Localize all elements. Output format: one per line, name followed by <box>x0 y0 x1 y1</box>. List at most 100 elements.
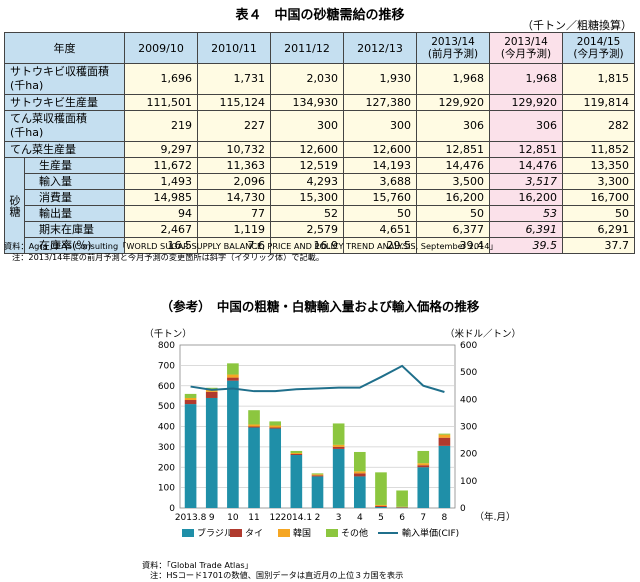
bar-1 <box>205 391 218 398</box>
table-cell: 50 <box>416 205 490 222</box>
x-tick-label: 2 <box>315 513 321 523</box>
y-left-axis-label: （千トン） <box>144 328 192 340</box>
table-cell: 9,297 <box>124 141 198 158</box>
bar-3 <box>353 451 366 472</box>
y-right-tick-label: 100 <box>460 477 477 487</box>
y-left-tick-label: 0 <box>169 504 175 514</box>
table-row: 輸入量 1,493 2,096 4,293 3,688 3,500 3,517 3,300 <box>5 173 635 190</box>
x-tick-label: 5 <box>378 513 384 523</box>
bar-2 <box>248 424 260 427</box>
bar-3 <box>417 450 430 464</box>
bar-2 <box>227 374 239 378</box>
row-label: 期末在庫量 <box>24 221 125 238</box>
bar-1 <box>332 446 345 449</box>
table-cell: 2,030 <box>270 63 344 95</box>
x-tick-label: 10 <box>227 513 239 523</box>
y-left-tick-label: 200 <box>158 463 175 473</box>
y-left-tick-label: 400 <box>158 423 175 433</box>
bar-0 <box>269 428 282 508</box>
table-cell: 12,851 <box>489 141 563 158</box>
y-left-tick-label: 800 <box>158 341 175 351</box>
legend-label: 輸入単価(CIF) <box>402 527 459 539</box>
table-cell: 29.5 <box>343 237 417 254</box>
table-cell: 300 <box>270 110 344 142</box>
bar-3 <box>269 421 282 426</box>
y-right-tick-label: 0 <box>460 504 466 514</box>
legend-label: その他 <box>341 527 368 539</box>
table-row: サトウキビ生産量 111,501 115,124 134,930 127,380 129,… <box>4 94 635 111</box>
bar-1 <box>311 475 324 477</box>
table-cell: 129,920 <box>416 94 490 111</box>
bar-3 <box>375 472 387 505</box>
table-cell: 1,119 <box>197 221 271 238</box>
table-cell: 282 <box>562 110 635 142</box>
bar-0 <box>396 507 408 509</box>
bar-0 <box>417 467 430 508</box>
bar-2 <box>184 397 197 401</box>
table-note: 注：2013/14年度の前月予測と今月予測の変更箇所は斜字（イタリック体）で記載… <box>12 252 325 262</box>
y-right-tick-label: 400 <box>460 395 477 405</box>
bar-2 <box>332 444 345 447</box>
table-cell: 94 <box>124 205 198 222</box>
bar-0 <box>227 380 239 508</box>
y-right-tick-label: 200 <box>460 450 477 460</box>
table-cell: 1,493 <box>124 173 198 190</box>
bar-3 <box>438 433 451 435</box>
bar-2 <box>311 474 324 476</box>
bar-2 <box>396 506 408 508</box>
table-row: てん菜収穫面積 (千ha) 219 227 300 300 306 306 282 <box>4 110 635 142</box>
x-tick-label: 7 <box>420 513 426 523</box>
bar-1 <box>417 465 430 468</box>
table-cell: 4,651 <box>343 221 417 238</box>
table-cell: 11,672 <box>124 157 198 174</box>
row-label: 輸出量 <box>24 205 125 222</box>
x-tick-label: 11 <box>248 513 259 523</box>
header-col-4: 2013/14 (前月予測) <box>416 32 490 64</box>
table-cell: 16,700 <box>562 189 635 206</box>
table-row: 砂糖 生産量 11,672 11,363 12,519 14,193 14,476 14,47… <box>4 157 635 254</box>
bar-0 <box>375 506 387 508</box>
legend-label: ブラジル <box>197 527 233 539</box>
header-year-label: 年度 <box>4 32 125 64</box>
table-cell: 1,968 <box>489 63 563 95</box>
bar-3 <box>290 450 303 453</box>
bar-2 <box>438 434 451 438</box>
row-label: サトウキビ収穫面積 (千ha) <box>4 63 125 95</box>
bar-3 <box>332 423 345 445</box>
table-cell: 6,391 <box>489 221 563 238</box>
table-cell: 16,200 <box>416 189 490 206</box>
table-cell: 111,501 <box>124 94 198 111</box>
table-cell: 2,579 <box>270 221 344 238</box>
bar-1 <box>227 377 239 381</box>
table-cell: 53 <box>489 205 563 222</box>
table-cell: 14,985 <box>124 189 198 206</box>
row-label: 消費量 <box>24 189 125 206</box>
x-tick-label: 6 <box>399 513 405 523</box>
table-cell: 15,760 <box>343 189 417 206</box>
bar-0 <box>205 397 218 508</box>
bar-1 <box>353 473 366 477</box>
table-cell: 14,476 <box>416 157 490 174</box>
bar-2 <box>290 452 303 455</box>
bar-0 <box>290 455 303 508</box>
legend-swatch-0 <box>182 529 194 537</box>
header-col-2: 2011/12 <box>270 32 344 64</box>
legend-swatch-1 <box>230 529 242 537</box>
table-cell: 13,350 <box>562 157 635 174</box>
header-col-3: 2012/13 <box>343 32 417 64</box>
table-row: 消費量 14,985 14,730 15,300 15,760 16,200 16,200 1… <box>5 189 635 206</box>
table-source: 資料：Agra CEAS Consulting「WORLD SUGAR SUPP… <box>4 241 498 251</box>
bar-0 <box>353 476 366 508</box>
table-cell: 300 <box>343 110 417 142</box>
table-cell: 115,124 <box>197 94 271 111</box>
bar-0 <box>248 427 260 508</box>
x-tick-label: 3 <box>336 513 342 523</box>
bar-1 <box>290 454 303 456</box>
bar-2 <box>417 463 430 466</box>
table-cell: 134,930 <box>270 94 344 111</box>
legend-swatch-3 <box>326 529 338 537</box>
table-cell: 2,467 <box>124 221 198 238</box>
chart-note: 注：HSコード1701の数値、国別データは直近月の上位３カ国を表示 <box>150 570 404 580</box>
x-tick-label: 2014.1 <box>281 513 313 523</box>
table-row: サトウキビ収穫面積 (千ha) 1,696 1,731 2,030 1,930 1,968… <box>4 63 635 95</box>
